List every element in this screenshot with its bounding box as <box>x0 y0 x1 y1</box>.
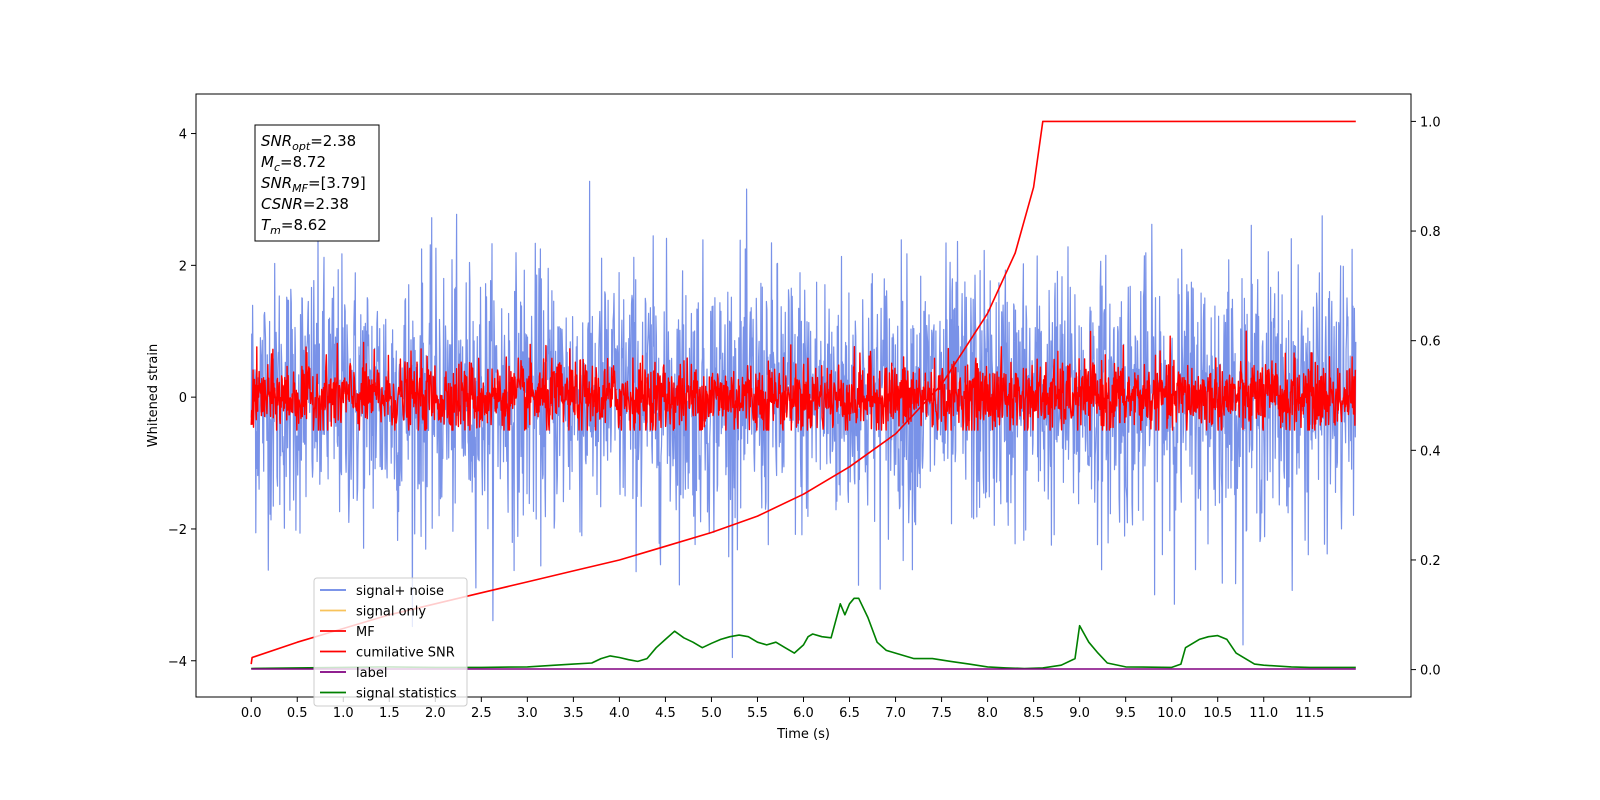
x-axis-ticks: 0.0 0.5 1.0 1.5 2.0 2.5 3.0 3.5 4.0 4.5 5.0 5.5 6.0 6… <box>241 697 1324 721</box>
y2-tick-label: 0.8 <box>1420 225 1441 240</box>
y2-tick-label: 0.0 <box>1420 664 1441 679</box>
y-axis-ticks: −4 −2 0 2 4 <box>168 128 196 670</box>
info-box-line: SNRMF=[3.79] <box>261 174 366 195</box>
x-tick-label: 7.0 <box>885 706 906 721</box>
y-tick-label: 4 <box>179 128 187 143</box>
x-tick-label: 0.5 <box>287 706 308 721</box>
x-tick-label: 11.0 <box>1249 706 1278 721</box>
x-tick-label: 8.0 <box>977 706 998 721</box>
x-tick-label: 2.0 <box>425 706 446 721</box>
y-axis-label: Whitened strain <box>146 344 161 447</box>
info-box-line: CSNR=2.38 <box>261 195 349 213</box>
x-tick-label: 3.5 <box>563 706 584 721</box>
legend-entry: signal only <box>356 605 426 620</box>
y2-tick-label: 0.2 <box>1420 554 1441 569</box>
y2-tick-label: 1.0 <box>1420 115 1441 130</box>
x-tick-label: 10.5 <box>1203 706 1232 721</box>
x-tick-label: 2.5 <box>471 706 492 721</box>
info-box-line: Mc=8.72 <box>261 153 326 174</box>
y2-tick-label: 0.6 <box>1420 335 1441 350</box>
info-box-line: SNRopt=2.38 <box>261 132 356 153</box>
info-box-frame <box>254 124 380 242</box>
x-tick-label: 10.0 <box>1157 706 1186 721</box>
legend: signal+ noise signal only MF cumilative SNR… <box>313 577 468 707</box>
legend-entry: cumilative SNR <box>356 646 455 661</box>
legend-entry: signal statistics <box>356 687 457 702</box>
x-tick-label: 9.0 <box>1069 706 1090 721</box>
x-tick-label: 9.5 <box>1115 706 1136 721</box>
x-tick-label: 1.0 <box>333 706 354 721</box>
x-tick-label: 4.0 <box>609 706 630 721</box>
y-tick-label: 2 <box>179 259 187 274</box>
x-tick-label: 11.5 <box>1295 706 1324 721</box>
legend-entry: label <box>356 666 387 681</box>
x-axis-label: Time (s) <box>776 727 830 742</box>
x-tick-label: 8.5 <box>1023 706 1044 721</box>
y-tick-label: −4 <box>168 655 187 670</box>
x-tick-label: 4.5 <box>655 706 676 721</box>
x-tick-label: 0.0 <box>241 706 262 721</box>
y-tick-label: −2 <box>168 523 187 538</box>
x-tick-label: 1.5 <box>379 706 400 721</box>
x-tick-label: 6.5 <box>839 706 860 721</box>
x-tick-label: 6.0 <box>793 706 814 721</box>
series-signal-statistics <box>251 597 1356 670</box>
x-tick-label: 3.0 <box>517 706 538 721</box>
y2-tick-label: 0.4 <box>1420 444 1441 459</box>
x-tick-label: 7.5 <box>931 706 952 721</box>
y-tick-label: 0 <box>179 391 187 406</box>
series-mf <box>250 330 1357 431</box>
x-tick-label: 5.0 <box>701 706 722 721</box>
x-tick-label: 5.5 <box>747 706 768 721</box>
y2-axis-ticks: 0.0 0.2 0.4 0.6 0.8 1.0 <box>1411 115 1441 679</box>
legend-entry: MF <box>356 625 375 640</box>
info-box-line: Tm=8.62 <box>261 216 327 237</box>
legend-entry: signal+ noise <box>356 584 444 599</box>
legend-frame <box>313 577 468 707</box>
